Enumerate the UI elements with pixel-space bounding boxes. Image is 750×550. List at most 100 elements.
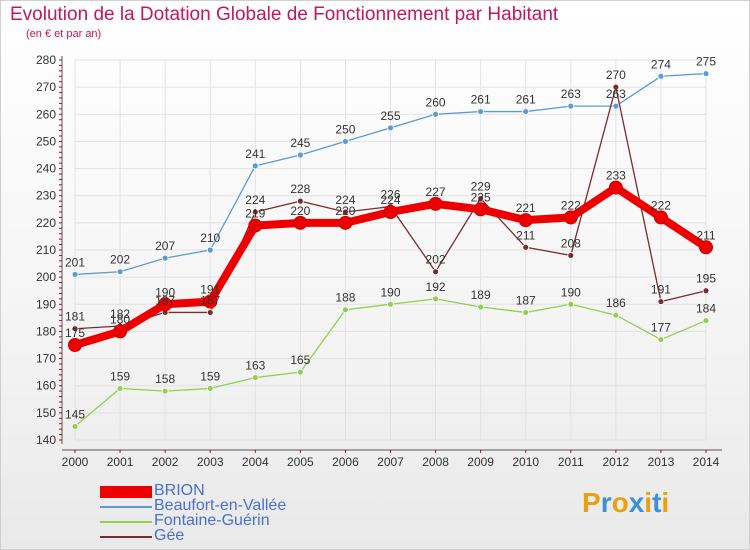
data-label: 208 [561, 236, 581, 250]
data-point [657, 336, 665, 343]
data-label: 177 [651, 321, 671, 335]
data-point [116, 268, 124, 276]
x-tick-label: 2003 [197, 455, 224, 469]
data-label: 260 [426, 95, 446, 109]
data-point [161, 254, 169, 262]
data-point [248, 218, 263, 233]
data-label: 190 [561, 285, 581, 299]
y-tick-label: 240 [36, 162, 56, 176]
data-point [71, 325, 79, 333]
data-label: 250 [335, 122, 355, 136]
data-label: 224 [245, 193, 265, 207]
data-point [432, 268, 439, 276]
logo-letter: P [582, 487, 601, 518]
data-label: 187 [155, 293, 175, 307]
data-point [203, 294, 218, 309]
data-label: 186 [606, 296, 626, 310]
data-label: 263 [606, 87, 626, 101]
data-point [342, 208, 349, 216]
data-label: 227 [426, 185, 446, 199]
data-point [251, 162, 259, 170]
data-label: 233 [606, 169, 626, 183]
data-point [477, 303, 485, 311]
data-label: 224 [380, 193, 400, 207]
x-tick-label: 2004 [242, 455, 269, 469]
y-tick-label: 270 [36, 80, 56, 94]
data-point [522, 309, 530, 316]
legend-label: Gée [154, 527, 185, 544]
data-label: 163 [245, 359, 265, 373]
data-label: 221 [516, 201, 536, 215]
data-label: 190 [380, 285, 400, 299]
data-label: 158 [155, 372, 175, 386]
data-point [477, 195, 485, 202]
x-tick-label: 2008 [422, 455, 449, 469]
logo-letter: o [611, 487, 629, 518]
data-label: 190 [155, 285, 175, 299]
data-point [387, 300, 394, 308]
x-tick-label: 2013 [648, 455, 675, 469]
data-point [206, 385, 214, 392]
logo-letter: r [600, 487, 612, 518]
data-point [251, 208, 259, 216]
data-label: 184 [696, 302, 716, 316]
data-label: 187 [200, 293, 220, 307]
data-label: 224 [335, 193, 355, 207]
legend-swatch [100, 536, 152, 538]
x-tick-label: 2000 [62, 455, 89, 469]
logo-letter: i [661, 487, 670, 518]
data-point [702, 317, 710, 324]
data-point [342, 138, 349, 145]
data-point [612, 102, 620, 110]
x-tick-label: 2014 [693, 455, 720, 469]
data-point [473, 202, 488, 217]
x-tick-label: 2006 [332, 455, 359, 469]
x-tick-label: 2001 [107, 455, 134, 469]
data-point [522, 108, 530, 115]
data-point [161, 387, 169, 395]
y-tick-label: 140 [36, 433, 56, 447]
logo-letter: t [652, 487, 662, 518]
data-label: 207 [155, 239, 175, 253]
data-label: 270 [606, 68, 626, 82]
data-point [68, 338, 82, 352]
data-point [699, 240, 713, 255]
data-label: 211 [516, 228, 535, 242]
y-tick-label: 190 [36, 297, 56, 311]
data-label: 226 [380, 188, 400, 202]
data-label: 201 [65, 255, 85, 269]
data-point [612, 83, 620, 91]
data-point [567, 300, 575, 308]
chart-subtitle: (en € et par an) [26, 28, 102, 40]
y-tick-label: 200 [36, 270, 56, 284]
data-point [113, 324, 128, 339]
data-label: 225 [471, 190, 491, 204]
y-tick-label: 220 [36, 216, 56, 230]
data-label: 228 [290, 182, 310, 196]
proxiti-logo: Proxiti [582, 487, 669, 519]
data-point [567, 252, 575, 259]
y-tick-label: 150 [36, 406, 56, 420]
data-point [296, 151, 304, 159]
data-label: 188 [335, 291, 355, 305]
data-point [158, 297, 173, 312]
data-point [567, 102, 575, 110]
x-tick-label: 2002 [152, 455, 179, 469]
chart-title: Evolution de la Dotation Globale de Fonc… [10, 4, 559, 25]
data-label: 219 [245, 207, 265, 221]
data-label: 274 [651, 57, 671, 71]
data-label: 261 [516, 93, 536, 107]
data-point [702, 287, 710, 295]
y-tick-label: 230 [36, 189, 56, 203]
legend-swatch [100, 486, 152, 498]
data-label: 187 [516, 293, 536, 307]
data-point [116, 385, 124, 392]
data-point [608, 180, 623, 195]
data-label: 202 [426, 253, 446, 267]
data-point [342, 306, 349, 314]
data-label: 180 [110, 312, 130, 326]
data-point [206, 309, 214, 316]
data-label: 275 [696, 55, 716, 69]
